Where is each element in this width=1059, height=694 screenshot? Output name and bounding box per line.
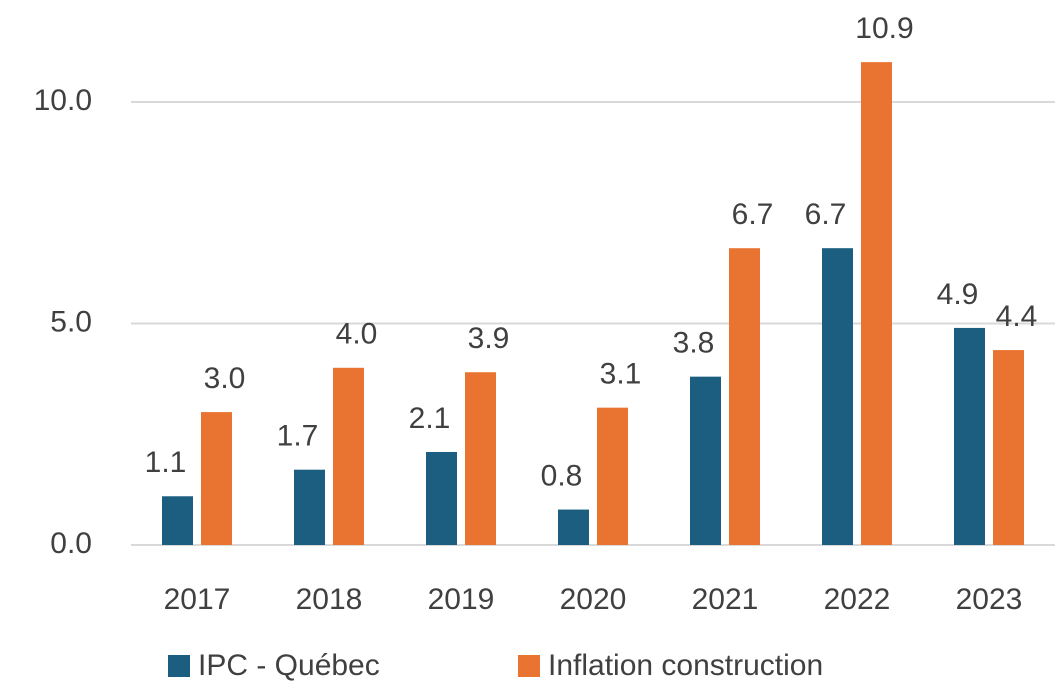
legend-label: IPC - Québec [198, 649, 380, 682]
bar [861, 62, 892, 545]
data-label: 3.0 [204, 362, 246, 395]
bar [465, 372, 496, 545]
bar [426, 451, 457, 545]
x-tick-label: 2018 [296, 583, 363, 616]
legend-swatch [168, 655, 190, 677]
data-label: 2.1 [409, 402, 451, 435]
x-tick-label: 2020 [560, 583, 627, 616]
bar [558, 509, 589, 545]
bar [822, 248, 853, 545]
x-tick-label: 2022 [824, 583, 891, 616]
data-label: 6.7 [805, 198, 847, 231]
x-tick-label: 2019 [428, 583, 495, 616]
y-tick-label: 10.0 [34, 84, 92, 117]
data-label: 10.9 [855, 12, 913, 45]
x-tick-label: 2021 [692, 583, 759, 616]
data-label: 1.1 [145, 446, 187, 479]
y-tick-label: 0.0 [50, 527, 92, 560]
data-label: 0.8 [541, 459, 583, 492]
y-tick-label: 5.0 [50, 305, 92, 338]
bar [294, 469, 325, 545]
bar [954, 327, 985, 545]
bar [201, 412, 232, 545]
bar [690, 376, 721, 545]
data-label: 3.1 [600, 358, 642, 391]
bar [162, 496, 193, 545]
data-label: 1.7 [277, 420, 319, 453]
data-label: 3.9 [468, 322, 510, 355]
data-label: 4.4 [996, 300, 1038, 333]
data-label: 6.7 [732, 198, 774, 231]
data-label: 4.0 [336, 318, 378, 351]
x-tick-label: 2023 [956, 583, 1023, 616]
bar [597, 407, 628, 545]
legend-swatch [518, 655, 540, 677]
data-label: 3.8 [673, 327, 715, 360]
x-tick-label: 2017 [164, 583, 231, 616]
bar [333, 367, 364, 545]
bar [993, 350, 1024, 545]
bar [729, 248, 760, 545]
data-label: 4.9 [937, 278, 979, 311]
legend-label: Inflation construction [548, 649, 823, 682]
